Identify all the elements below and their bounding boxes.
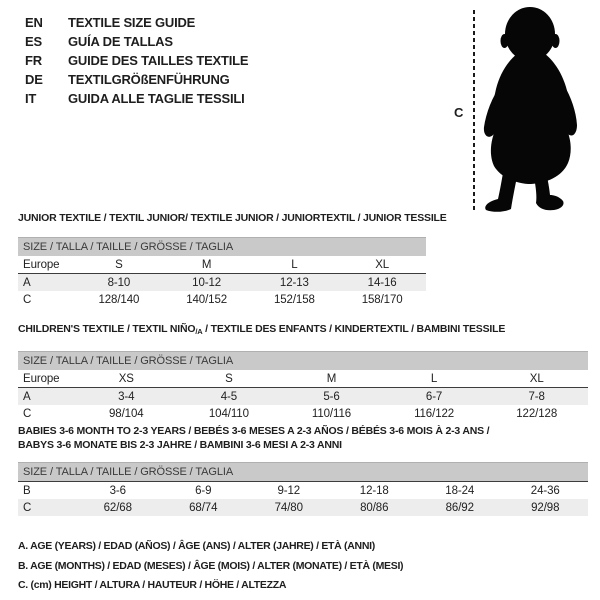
- size-cell: L: [250, 256, 339, 274]
- size-header-bar: SIZE / TALLA / TAILLE / GRÖSSE / TAGLIA: [18, 351, 588, 370]
- size-cell: 98/104: [109, 407, 144, 420]
- size-cell: XL: [338, 256, 426, 274]
- table-row: C 62/68 68/74 74/80 80/86 86/92 92/98: [18, 499, 588, 516]
- size-cell: 74/80: [274, 501, 303, 514]
- size-cell: 9-12: [277, 484, 301, 497]
- footnote-line: C. (cm) HEIGHT / ALTURA / HAUTEUR / HÖHE…: [18, 579, 287, 591]
- language-row: ES GUÍA DE TALLAS: [25, 32, 248, 51]
- size-cell: 14-16: [367, 276, 397, 289]
- size-cell: 62/68: [103, 501, 132, 514]
- size-cell: 5-6: [323, 390, 340, 403]
- row-label: C: [23, 501, 32, 514]
- table-title-segment: BABYS 3-6 MONATE BIS 2-3 JAHRE / BAMBINI…: [18, 439, 342, 451]
- language-code: IT: [25, 91, 37, 106]
- language-guide-title: TEXTILE SIZE GUIDE: [68, 15, 196, 30]
- language-row: FR GUIDE DES TAILLES TEXTILE: [25, 51, 249, 70]
- table-row: A 8-10 10-12 12-13 14-16: [18, 273, 426, 291]
- size-header-bar: SIZE / TALLA / TAILLE / GRÖSSE / TAGLIA: [18, 237, 426, 256]
- size-cell: 18-24: [445, 484, 475, 497]
- size-cell: 92/98: [531, 501, 560, 514]
- language-row: DE TEXTILGRÖßENFÜHRUNG: [25, 70, 248, 89]
- row-label: A: [23, 276, 31, 289]
- babies-textile-table: BABIES 3-6 MONTH TO 2-3 YEARS / BEBÉS 3-…: [18, 424, 588, 516]
- size-cell: 12-18: [359, 484, 389, 497]
- table-title-segment: JUNIOR TEXTILE / TEXTIL JUNIOR/ TEXTILE …: [18, 212, 447, 224]
- language-guide-title: TEXTILGRÖßENFÜHRUNG: [68, 72, 230, 87]
- footnote-line: B. AGE (MONTHS) / EDAD (MESES) / ÂGE (MO…: [18, 559, 404, 572]
- table-title-segment: / TEXTILE DES ENFANTS / KINDERTEXTIL / B…: [202, 323, 506, 335]
- language-guide-title: GUÍA DE TALLAS: [68, 34, 173, 49]
- table-title: CHILDREN'S TEXTILE / TEXTIL NIÑO/A / TEX…: [18, 322, 600, 339]
- size-cell: M: [162, 256, 251, 274]
- size-cell: 10-12: [192, 276, 222, 289]
- size-cell: S: [177, 370, 281, 388]
- row-label: Europe: [18, 370, 75, 388]
- size-cell: 68/74: [189, 501, 218, 514]
- table-row: C 128/140 140/152 152/158 158/170: [18, 291, 426, 308]
- language-title-list: EN TEXTILE SIZE GUIDE ES GUÍA DE TALLAS FR GU…: [25, 13, 249, 108]
- childrens-textile-table: CHILDREN'S TEXTILE / TEXTIL NIÑO/A / TEX…: [18, 322, 588, 422]
- language-row: IT GUIDA ALLE TAGLIE TESSILI: [25, 89, 248, 108]
- size-cell: 86/92: [445, 501, 474, 514]
- language-code: DE: [25, 72, 43, 87]
- size-cell: L: [382, 370, 486, 388]
- size-cell: 140/152: [186, 293, 228, 306]
- size-header-bar: SIZE / TALLA / TAILLE / GRÖSSE / TAGLIA: [18, 462, 588, 482]
- language-code: ES: [25, 34, 42, 49]
- size-cell: 7-8: [528, 390, 545, 403]
- footnote-line: A. AGE (YEARS) / EDAD (AÑOS) / ÂGE (ANS)…: [18, 540, 375, 552]
- size-cell: 8-10: [107, 276, 131, 289]
- size-cell: 4-5: [220, 390, 238, 403]
- size-table-grid: Europe XS S M L XL A 3-4 4-5 5-6 6-7 7-8 C 98/104 104/…: [18, 370, 588, 422]
- height-measure-label: C: [454, 105, 464, 120]
- table-row: Europe XS S M L XL: [18, 370, 588, 388]
- table-row: Europe S M L XL: [18, 256, 426, 274]
- table-row: C 98/104 104/110 110/116 116/122 122/128: [18, 405, 588, 422]
- size-cell: 6-9: [195, 484, 212, 497]
- row-label: C: [23, 293, 32, 306]
- baby-silhouette-image: [483, 7, 577, 212]
- size-cell: 152/158: [273, 293, 315, 306]
- size-cell: S: [75, 256, 163, 274]
- table-row: B 3-6 6-9 9-12 12-18 18-24 24-36: [18, 482, 588, 499]
- size-cell: 3-4: [118, 390, 135, 403]
- table-title-segment: BABIES 3-6 MONTH TO 2-3 YEARS / BEBÉS 3-…: [18, 425, 490, 437]
- size-cell: M: [280, 370, 383, 388]
- table-title-segment: /A: [195, 327, 203, 336]
- size-cell: XL: [485, 370, 588, 388]
- row-label: B: [23, 484, 31, 497]
- language-row: EN TEXTILE SIZE GUIDE: [25, 13, 248, 32]
- row-label: C: [23, 407, 32, 420]
- language-code: EN: [25, 15, 43, 30]
- height-dashed-line: [473, 10, 475, 210]
- size-cell: 122/128: [516, 407, 558, 420]
- language-guide-title: GUIDA ALLE TAGLIE TESSILI: [68, 91, 245, 106]
- size-cell: 80/86: [360, 501, 389, 514]
- language-code: FR: [25, 53, 42, 68]
- size-cell: 12-13: [279, 276, 309, 289]
- size-table-grid: Europe S M L XL A 8-10 10-12 12-13 14-16 C 128/140 1…: [18, 256, 426, 308]
- size-cell: 24-36: [530, 484, 560, 497]
- size-cell: 6-7: [425, 390, 443, 403]
- size-cell: 3-6: [109, 484, 126, 497]
- size-cell: 116/122: [414, 407, 455, 420]
- table-row: A 3-4 4-5 5-6 6-7 7-8: [18, 387, 588, 405]
- row-label: Europe: [18, 256, 75, 274]
- table-title-segment: CHILDREN'S TEXTILE / TEXTIL NIÑO: [18, 323, 196, 335]
- size-cell: 128/140: [98, 293, 140, 306]
- size-table-grid: B 3-6 6-9 9-12 12-18 18-24 24-36 C 62/68 68/74 74/…: [18, 482, 588, 516]
- size-cell: 104/110: [208, 407, 249, 420]
- size-cell: 110/116: [311, 407, 352, 420]
- junior-textile-table: JUNIOR TEXTILE / TEXTIL JUNIOR/ TEXTILE …: [18, 211, 447, 308]
- size-cell: 158/170: [361, 293, 403, 306]
- size-cell: XS: [75, 370, 178, 388]
- table-title: JUNIOR TEXTILE / TEXTIL JUNIOR/ TEXTILE …: [18, 211, 600, 225]
- row-label: A: [23, 390, 31, 403]
- language-guide-title: GUIDE DES TAILLES TEXTILE: [68, 53, 249, 68]
- footnote-legend: A. AGE (YEARS) / EDAD (AÑOS) / ÂGE (ANS)…: [18, 537, 404, 596]
- table-title: BABIES 3-6 MONTH TO 2-3 YEARS / BEBÉS 3-…: [18, 424, 600, 452]
